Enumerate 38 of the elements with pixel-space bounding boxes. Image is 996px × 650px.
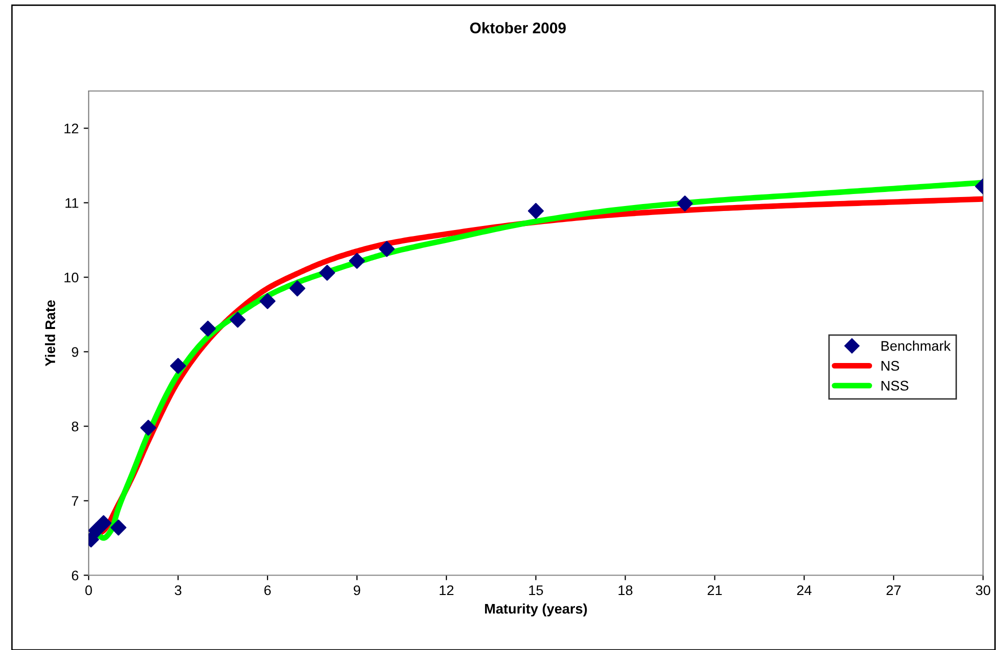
y-tick-label: 11 (66, 198, 78, 208)
y-tick-label: 7 (72, 496, 78, 506)
x-tick-label: 0 (85, 585, 92, 596)
point (96, 515, 112, 532)
x-tick-label: 30 (976, 585, 990, 596)
point (200, 320, 216, 337)
x-tick-label: 9 (354, 585, 360, 596)
x-tick-label: 12 (440, 585, 454, 596)
point (170, 358, 186, 374)
legend-label: NSS (882, 380, 908, 391)
point (528, 202, 544, 219)
y-tick-label: 12 (64, 124, 78, 134)
y-tick-label: 10 (64, 272, 78, 282)
y-tick-label: 9 (72, 347, 78, 357)
point (289, 280, 306, 296)
x-tick-label: 15 (529, 585, 543, 596)
point (260, 293, 276, 310)
point (378, 240, 395, 257)
legend-label: Benchmark (882, 340, 951, 351)
x-axis-title: Maturity (years) (485, 603, 587, 616)
point (319, 264, 336, 281)
point (140, 420, 156, 436)
x-tick-label: 21 (708, 585, 722, 596)
point (348, 252, 365, 269)
x-tick-label: 18 (618, 585, 632, 596)
point (110, 520, 126, 536)
point (676, 196, 693, 212)
y-axis-title: Yield Rate (44, 300, 56, 366)
y-tick-label: 6 (72, 570, 78, 580)
point (230, 312, 246, 328)
x-tick-label: 24 (797, 585, 812, 596)
chart-title: Oktober 2009 (470, 22, 566, 34)
point (88, 522, 104, 539)
x-tick-label: 27 (886, 585, 901, 596)
x-tick-label: 3 (174, 585, 182, 596)
x-tick-label: 6 (264, 585, 271, 596)
y-tick-label: 8 (72, 422, 78, 432)
legend-label: NS (882, 360, 900, 371)
